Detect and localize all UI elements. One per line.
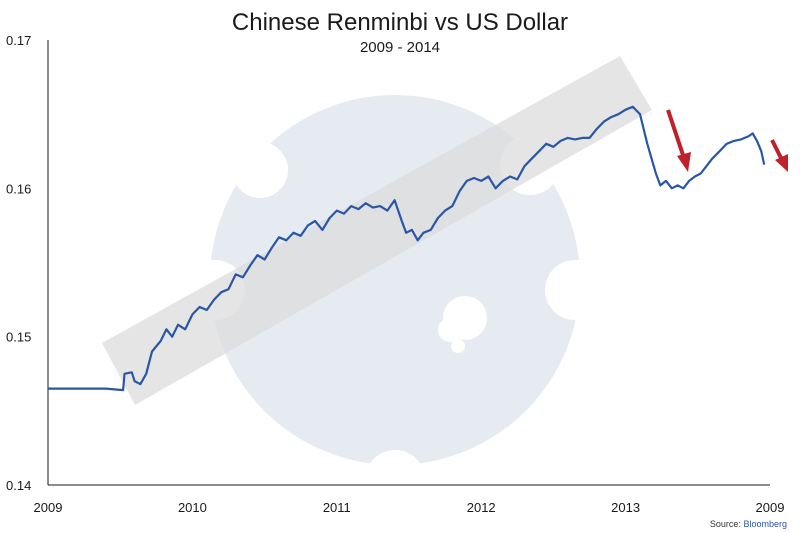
y-tick-label: 0.14: [6, 478, 31, 493]
y-tick-label: 0.17: [6, 33, 31, 48]
x-tick-label: 2012: [467, 500, 496, 515]
source-note: Source: Bloomberg: [710, 519, 787, 529]
y-tick-label: 0.15: [6, 330, 31, 345]
y-tick-labels: 0.17 0.16 0.15 0.14: [6, 33, 31, 493]
chart-subtitle: 2009 - 2014: [360, 39, 440, 56]
chart-title: Chinese Renminbi vs US Dollar: [232, 9, 568, 36]
x-tick-label: 2013: [611, 500, 640, 515]
x-tick-label: 2009: [34, 500, 63, 515]
source-label: Source:: [710, 519, 741, 529]
trend-channel-band: [102, 56, 652, 405]
x-tick-label: 2009: [756, 500, 785, 515]
decline-arrow-icon: [666, 109, 691, 172]
x-tick-label: 2010: [178, 500, 207, 515]
x-tick-label: 2011: [323, 500, 351, 515]
source-name: Bloomberg: [743, 519, 787, 529]
y-tick-label: 0.16: [6, 181, 31, 196]
series-line: [48, 105, 766, 392]
decline-arrow-icon: [770, 139, 788, 172]
x-tick-labels: 2009 2010 2011 2012 2013 2009: [34, 500, 785, 515]
